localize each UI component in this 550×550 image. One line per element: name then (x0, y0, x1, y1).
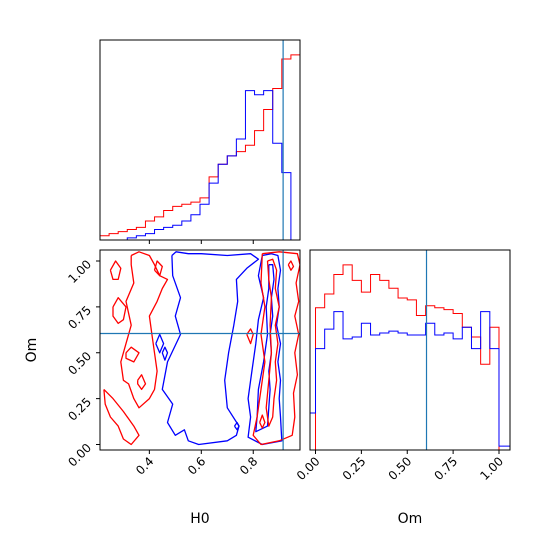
contour-7 (103, 388, 140, 446)
main-xtick-label-1: 0.6 (185, 454, 208, 477)
main-ytick-label-3: 0.75 (65, 303, 94, 332)
contour-15 (246, 328, 254, 345)
contour-3 (155, 333, 165, 354)
y-axis-label-om: Om (24, 338, 40, 363)
om-hist-series-1 (309, 311, 511, 450)
h0-hist-series-1 (126, 90, 292, 240)
om-xtick-label-4: 1.00 (477, 454, 506, 483)
contour-12 (153, 260, 163, 277)
contour-5 (161, 346, 169, 361)
main-ytick-label-1: 0.25 (65, 395, 94, 424)
contour-4 (233, 421, 240, 431)
h0-om-contour-panel: 0.4 0.6 0.8 0.00 0.25 0.50 0.75 1.00 H0 Om (24, 249, 301, 527)
main-ytick-label-2: 0.50 (65, 349, 94, 378)
om-xtick-label-2: 0.50 (386, 454, 415, 483)
contour-11 (137, 374, 147, 391)
contour-14 (265, 258, 280, 427)
main-frame (99, 249, 301, 451)
contour-16 (259, 414, 266, 429)
x-axis-label-h0: H0 (190, 511, 209, 527)
main-ytick-label-4: 1.00 (65, 257, 94, 286)
h0-hist-frame (99, 39, 301, 241)
om-hist-series-0 (310, 264, 510, 451)
om-xtick-label-0: 0.00 (294, 454, 323, 483)
om-hist-frame (309, 249, 511, 451)
contour-1 (247, 253, 283, 446)
om-histogram-panel: 0.00 0.25 0.50 0.75 1.00 Om (294, 249, 511, 527)
om-xtick-label-3: 0.75 (431, 454, 460, 483)
h0-hist-series-0 (99, 54, 301, 240)
contour-10 (125, 346, 140, 363)
main-xtick-label-2: 0.8 (237, 454, 260, 477)
main-ytick-label-0: 0.00 (65, 441, 94, 470)
contour-layer (103, 251, 300, 446)
main-xtick-label-0: 0.4 (133, 454, 156, 477)
contour-17 (287, 260, 295, 271)
x-axis-label-om: Om (398, 511, 423, 527)
contour-8 (112, 297, 127, 325)
om-xtick-label-1: 0.25 (340, 454, 369, 483)
contour-0 (161, 251, 260, 446)
contour-9 (109, 260, 122, 281)
h0-histogram-panel (99, 39, 301, 244)
contour-13 (252, 251, 300, 446)
